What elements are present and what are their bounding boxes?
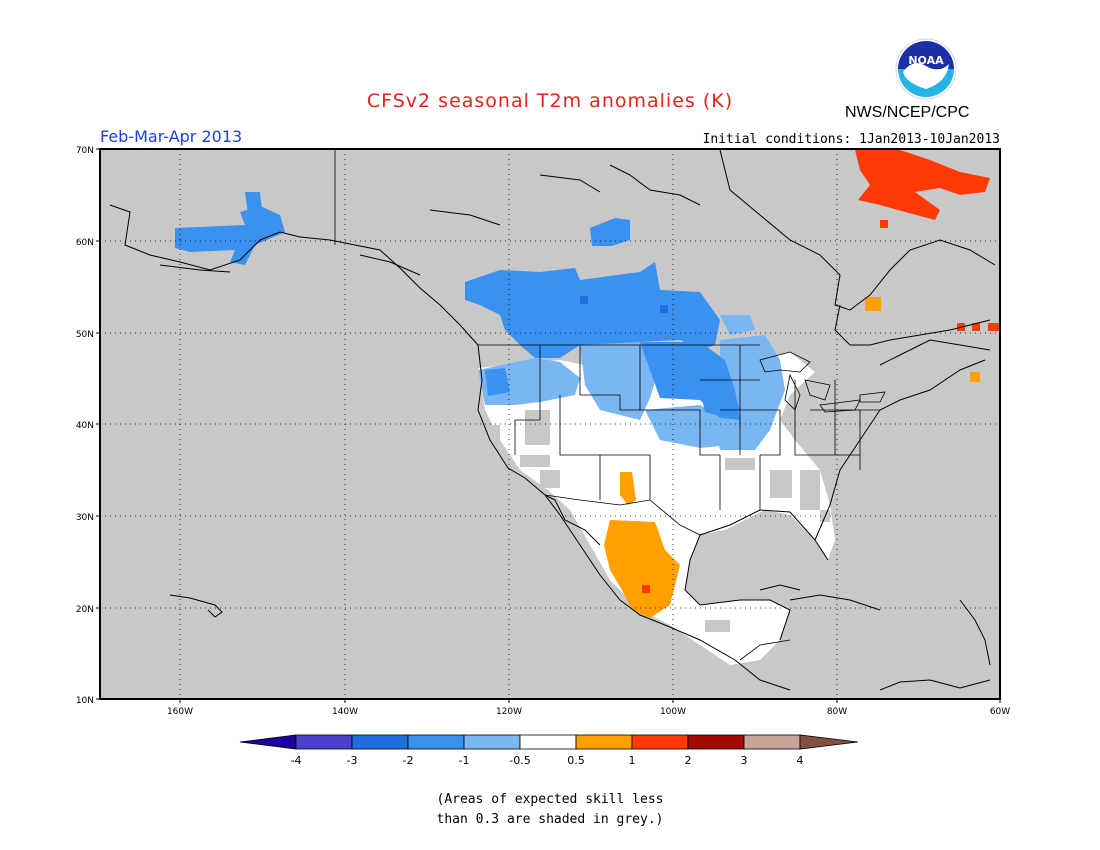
lat-label-70n: 70N [76, 146, 94, 156]
lat-label-20n: 20N [76, 605, 94, 615]
graticule [100, 149, 1000, 699]
agency-label: NWS/NCEP/CPC [845, 104, 970, 121]
legend-swatch-above-4 [799, 734, 859, 750]
lon-label-160w: 160W [167, 707, 193, 717]
lon-label-140w: 140W [332, 707, 358, 717]
lat-label-50n: 50N [76, 330, 94, 340]
svg-text:NOAA: NOAA [908, 54, 944, 67]
lat-label-60n: 60N [76, 238, 94, 248]
forecast-period: Feb-Mar-Apr 2013 [100, 127, 243, 146]
initial-conditions: Initial conditions: 1Jan2013-10Jan2013 [702, 132, 1000, 147]
legend-label: -1 [459, 754, 470, 767]
legend-swatch-minus3-minus2 [351, 734, 409, 750]
lat-label-30n: 30N [76, 513, 94, 523]
lon-label-120w: 120W [496, 707, 522, 717]
legend-label: -0.5 [509, 754, 530, 767]
legend-label: 4 [797, 754, 804, 767]
legend-label: -3 [347, 754, 358, 767]
legend-swatch-2-3 [687, 734, 745, 750]
skill-note-line-2: than 0.3 are shaded in grey.) [436, 812, 664, 827]
legend-label: 3 [741, 754, 748, 767]
legend-label: -4 [291, 754, 302, 767]
lat-label-10n: 10N [76, 696, 94, 706]
map-title: CFSv2 seasonal T2m anomalies (K) [366, 90, 734, 112]
legend-label: -2 [403, 754, 414, 767]
anomaly-medium-blue [175, 192, 740, 420]
tick-marks [96, 148, 1001, 703]
anomaly-map: 70N 60N 50N 40N 30N 20N 10N 160W 140W 12… [76, 146, 1010, 767]
legend-label: 1 [629, 754, 636, 767]
skill-note-line-1: (Areas of expected skill less [436, 792, 664, 807]
legend-label: 0.5 [567, 754, 585, 767]
lon-label-80w: 80W [827, 707, 847, 717]
anomaly-dark-blue [580, 296, 668, 313]
legend-swatch-minus2-minus1 [407, 734, 465, 750]
color-legend [239, 734, 859, 750]
legend-swatch-below-minus4 [239, 734, 297, 750]
lon-label-60w: 60W [990, 707, 1010, 717]
legend-label: 2 [685, 754, 692, 767]
great-lakes [759, 351, 886, 413]
political-boundaries [334, 149, 880, 661]
lon-label-100w: 100W [660, 707, 686, 717]
legend-swatch-05-1 [575, 734, 633, 750]
legend-swatch-3-4 [743, 734, 801, 750]
legend-swatch-minus05-05 [519, 734, 577, 750]
legend-swatch-minus1-minus05 [463, 734, 521, 750]
lat-label-40n: 40N [76, 421, 94, 431]
skill-note: (Areas of expected skill less than 0.3 a… [0, 790, 1100, 830]
noaa-logo-icon: NOAA [895, 38, 957, 100]
anomaly-orange [604, 297, 980, 618]
legend-swatch-minus4-minus3 [295, 734, 353, 750]
legend-swatch-1-2 [631, 734, 689, 750]
